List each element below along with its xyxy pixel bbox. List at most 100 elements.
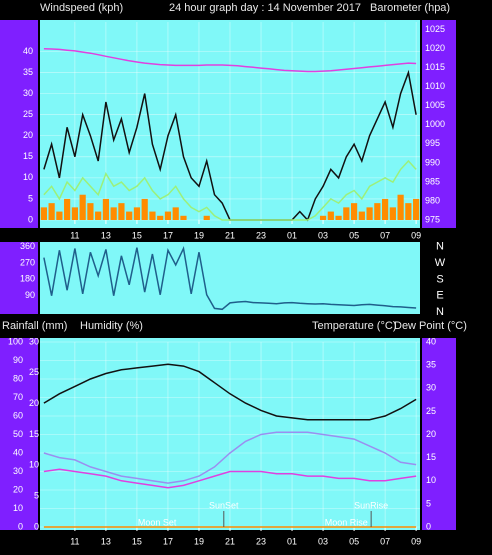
y-tick-label: 15 (23, 151, 33, 161)
y2-tick-label: 0 (426, 521, 431, 531)
bar (126, 211, 133, 220)
y-tick-label: 0 (18, 521, 23, 531)
x-tick-label: 23 (256, 536, 266, 546)
y-tick-label: 90 (25, 290, 35, 300)
y-tick-label: 25 (23, 109, 33, 119)
x-tick-label: 21 (225, 536, 235, 546)
y2-tick-label: N (436, 306, 444, 318)
x-tick-label: 01 (287, 536, 297, 546)
bar (335, 215, 342, 220)
bar (79, 194, 86, 220)
x-tick-label: 21 (225, 230, 235, 240)
event-label: SunRise (354, 500, 388, 510)
y2-tick-label: 15 (426, 452, 436, 462)
bar (71, 207, 78, 220)
y2-tick-label: N (436, 241, 444, 253)
x-tick-label: 11 (70, 536, 79, 546)
bar (110, 207, 117, 220)
bar (40, 207, 47, 220)
left-axis-band (0, 338, 38, 530)
y2-tick-label: 1010 (425, 81, 445, 91)
y-tick-label: 10 (13, 503, 23, 513)
y-tick-label: 40 (13, 447, 23, 457)
bar (374, 203, 381, 220)
y-tick-label: 50 (13, 429, 23, 439)
right-axis-band (422, 338, 456, 530)
y2-tick-label: 5 (426, 498, 431, 508)
bar (141, 198, 148, 220)
bar (319, 215, 327, 220)
event-label: SunSet (209, 500, 239, 510)
y2-tick-label: 1020 (425, 43, 445, 53)
bar (366, 207, 373, 220)
bar (133, 207, 141, 220)
bar (382, 198, 389, 220)
y2-tick-label: 990 (425, 157, 440, 167)
x-tick-label: 19 (194, 230, 204, 240)
y3-tick-label: 25 (29, 367, 39, 377)
y2-tick-label: 30 (426, 383, 436, 393)
bar (343, 207, 350, 220)
y3-tick-label: 10 (29, 460, 39, 470)
bar (350, 203, 358, 220)
y2-tick-label: 20 (426, 429, 436, 439)
series-line (43, 363, 417, 421)
y2-axis-title: Dew Point (°C) (394, 320, 467, 332)
y-tick-label: 80 (13, 373, 23, 383)
bar (203, 215, 210, 220)
y3-tick-label: 30 (29, 336, 39, 346)
x-tick-label: 17 (163, 230, 173, 240)
event-label: Moon Set (138, 517, 177, 527)
bar (87, 203, 94, 220)
y-tick-label: 0 (28, 214, 33, 224)
chart-title: 24 hour graph day : 14 November 2017 (169, 2, 361, 14)
plot-area (40, 242, 420, 314)
x-tick-label: 15 (132, 536, 142, 546)
y-tick-label: 20 (23, 130, 33, 140)
bar (95, 211, 102, 220)
right-axis-band (422, 20, 456, 228)
y-tick-label: 90 (13, 355, 23, 365)
bar (118, 203, 125, 220)
y2-tick-label: 995 (425, 138, 440, 148)
series-line (43, 431, 417, 484)
x-tick-label: 05 (349, 230, 359, 240)
y2-tick-label: 1000 (425, 119, 445, 129)
y2-tick-label: 975 (425, 214, 440, 224)
bar (327, 211, 334, 220)
y2-tick-label: 10 (426, 475, 436, 485)
y-tick-label: 70 (13, 392, 23, 402)
y-axis-title: Windspeed (kph) (40, 2, 123, 14)
x-tick-label: 07 (380, 230, 390, 240)
x-tick-label: 19 (194, 536, 204, 546)
left-axis-band (0, 242, 38, 314)
series-line (43, 246, 417, 311)
y2-tick-label: 25 (426, 406, 436, 416)
series-line (43, 159, 417, 221)
y2-tick-label: 1015 (425, 62, 445, 72)
bar (56, 211, 63, 220)
x-tick-label: 01 (287, 230, 297, 240)
x-tick-label: 23 (256, 230, 266, 240)
y2-axis-title: Temperature (°C) (312, 320, 396, 332)
series-line (43, 468, 417, 489)
bar (157, 215, 164, 220)
y2-axis-title: Barometer (hpa) (370, 2, 450, 14)
bar (397, 194, 404, 220)
y2-tick-label: S (436, 273, 443, 285)
y2-tick-label: E (436, 290, 443, 302)
x-tick-label: 17 (163, 536, 173, 546)
y2-tick-label: 1005 (425, 100, 445, 110)
y2-tick-label: 985 (425, 176, 440, 186)
y3-tick-label: 15 (29, 429, 39, 439)
y-tick-label: 30 (23, 88, 33, 98)
bar (358, 211, 365, 220)
y2-tick-label: 35 (426, 360, 436, 370)
y-tick-label: 40 (23, 46, 33, 56)
x-tick-label: 09 (411, 536, 421, 546)
x-tick-label: 13 (101, 536, 111, 546)
y2-tick-label: 980 (425, 195, 440, 205)
x-tick-label: 03 (318, 536, 328, 546)
x-tick-label: 09 (411, 230, 421, 240)
